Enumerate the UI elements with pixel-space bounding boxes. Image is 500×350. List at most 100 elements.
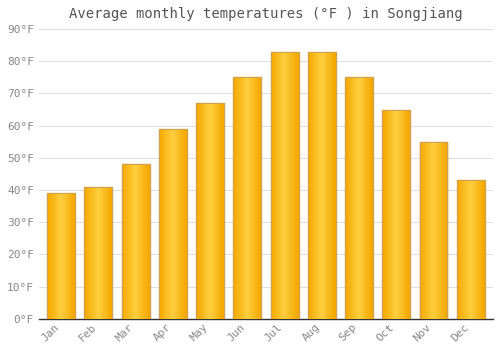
Bar: [73, 193, 74, 319]
Bar: [400, 110, 401, 319]
Bar: [270, 51, 298, 319]
Bar: [361, 77, 362, 319]
Bar: [384, 110, 385, 319]
Bar: [392, 110, 394, 319]
Bar: [457, 180, 458, 319]
Bar: [314, 51, 316, 319]
Bar: [241, 77, 242, 319]
Bar: [422, 142, 423, 319]
Bar: [317, 51, 318, 319]
Bar: [444, 142, 446, 319]
Bar: [234, 77, 235, 319]
Bar: [185, 129, 186, 319]
Bar: [244, 77, 246, 319]
Bar: [465, 180, 466, 319]
Bar: [438, 142, 439, 319]
Bar: [130, 164, 131, 319]
Bar: [131, 164, 132, 319]
Bar: [198, 103, 199, 319]
Bar: [172, 129, 173, 319]
Bar: [439, 142, 440, 319]
Bar: [211, 103, 212, 319]
Bar: [371, 77, 372, 319]
Bar: [84, 187, 112, 319]
Bar: [420, 142, 448, 319]
Bar: [436, 142, 437, 319]
Bar: [359, 77, 360, 319]
Bar: [196, 103, 224, 319]
Bar: [50, 193, 51, 319]
Bar: [332, 51, 333, 319]
Bar: [279, 51, 280, 319]
Bar: [278, 51, 279, 319]
Bar: [72, 193, 73, 319]
Bar: [110, 187, 112, 319]
Bar: [408, 110, 410, 319]
Bar: [127, 164, 128, 319]
Bar: [258, 77, 260, 319]
Bar: [122, 164, 150, 319]
Bar: [458, 180, 460, 319]
Bar: [53, 193, 54, 319]
Bar: [472, 180, 474, 319]
Bar: [427, 142, 428, 319]
Bar: [406, 110, 408, 319]
Bar: [443, 142, 444, 319]
Bar: [197, 103, 198, 319]
Bar: [208, 103, 209, 319]
Bar: [162, 129, 164, 319]
Bar: [291, 51, 292, 319]
Bar: [124, 164, 126, 319]
Bar: [296, 51, 298, 319]
Bar: [476, 180, 477, 319]
Bar: [134, 164, 136, 319]
Bar: [478, 180, 479, 319]
Bar: [319, 51, 320, 319]
Bar: [334, 51, 335, 319]
Bar: [469, 180, 470, 319]
Bar: [397, 110, 398, 319]
Bar: [442, 142, 443, 319]
Bar: [70, 193, 72, 319]
Title: Average monthly temperatures (°F ) in Songjiang: Average monthly temperatures (°F ) in So…: [69, 7, 462, 21]
Bar: [335, 51, 336, 319]
Bar: [138, 164, 140, 319]
Bar: [98, 187, 100, 319]
Bar: [216, 103, 218, 319]
Bar: [142, 164, 143, 319]
Bar: [251, 77, 252, 319]
Bar: [60, 193, 61, 319]
Bar: [252, 77, 253, 319]
Bar: [237, 77, 238, 319]
Bar: [352, 77, 354, 319]
Bar: [383, 110, 384, 319]
Bar: [423, 142, 424, 319]
Bar: [133, 164, 134, 319]
Bar: [347, 77, 348, 319]
Bar: [196, 103, 197, 319]
Bar: [128, 164, 129, 319]
Bar: [446, 142, 448, 319]
Bar: [248, 77, 249, 319]
Bar: [328, 51, 329, 319]
Bar: [281, 51, 282, 319]
Bar: [277, 51, 278, 319]
Bar: [349, 77, 350, 319]
Bar: [235, 77, 236, 319]
Bar: [457, 180, 484, 319]
Bar: [362, 77, 364, 319]
Bar: [286, 51, 288, 319]
Bar: [426, 142, 427, 319]
Bar: [368, 77, 370, 319]
Bar: [394, 110, 396, 319]
Bar: [348, 77, 349, 319]
Bar: [144, 164, 145, 319]
Bar: [148, 164, 150, 319]
Bar: [91, 187, 92, 319]
Bar: [272, 51, 274, 319]
Bar: [147, 164, 148, 319]
Bar: [169, 129, 170, 319]
Bar: [358, 77, 359, 319]
Bar: [331, 51, 332, 319]
Bar: [284, 51, 286, 319]
